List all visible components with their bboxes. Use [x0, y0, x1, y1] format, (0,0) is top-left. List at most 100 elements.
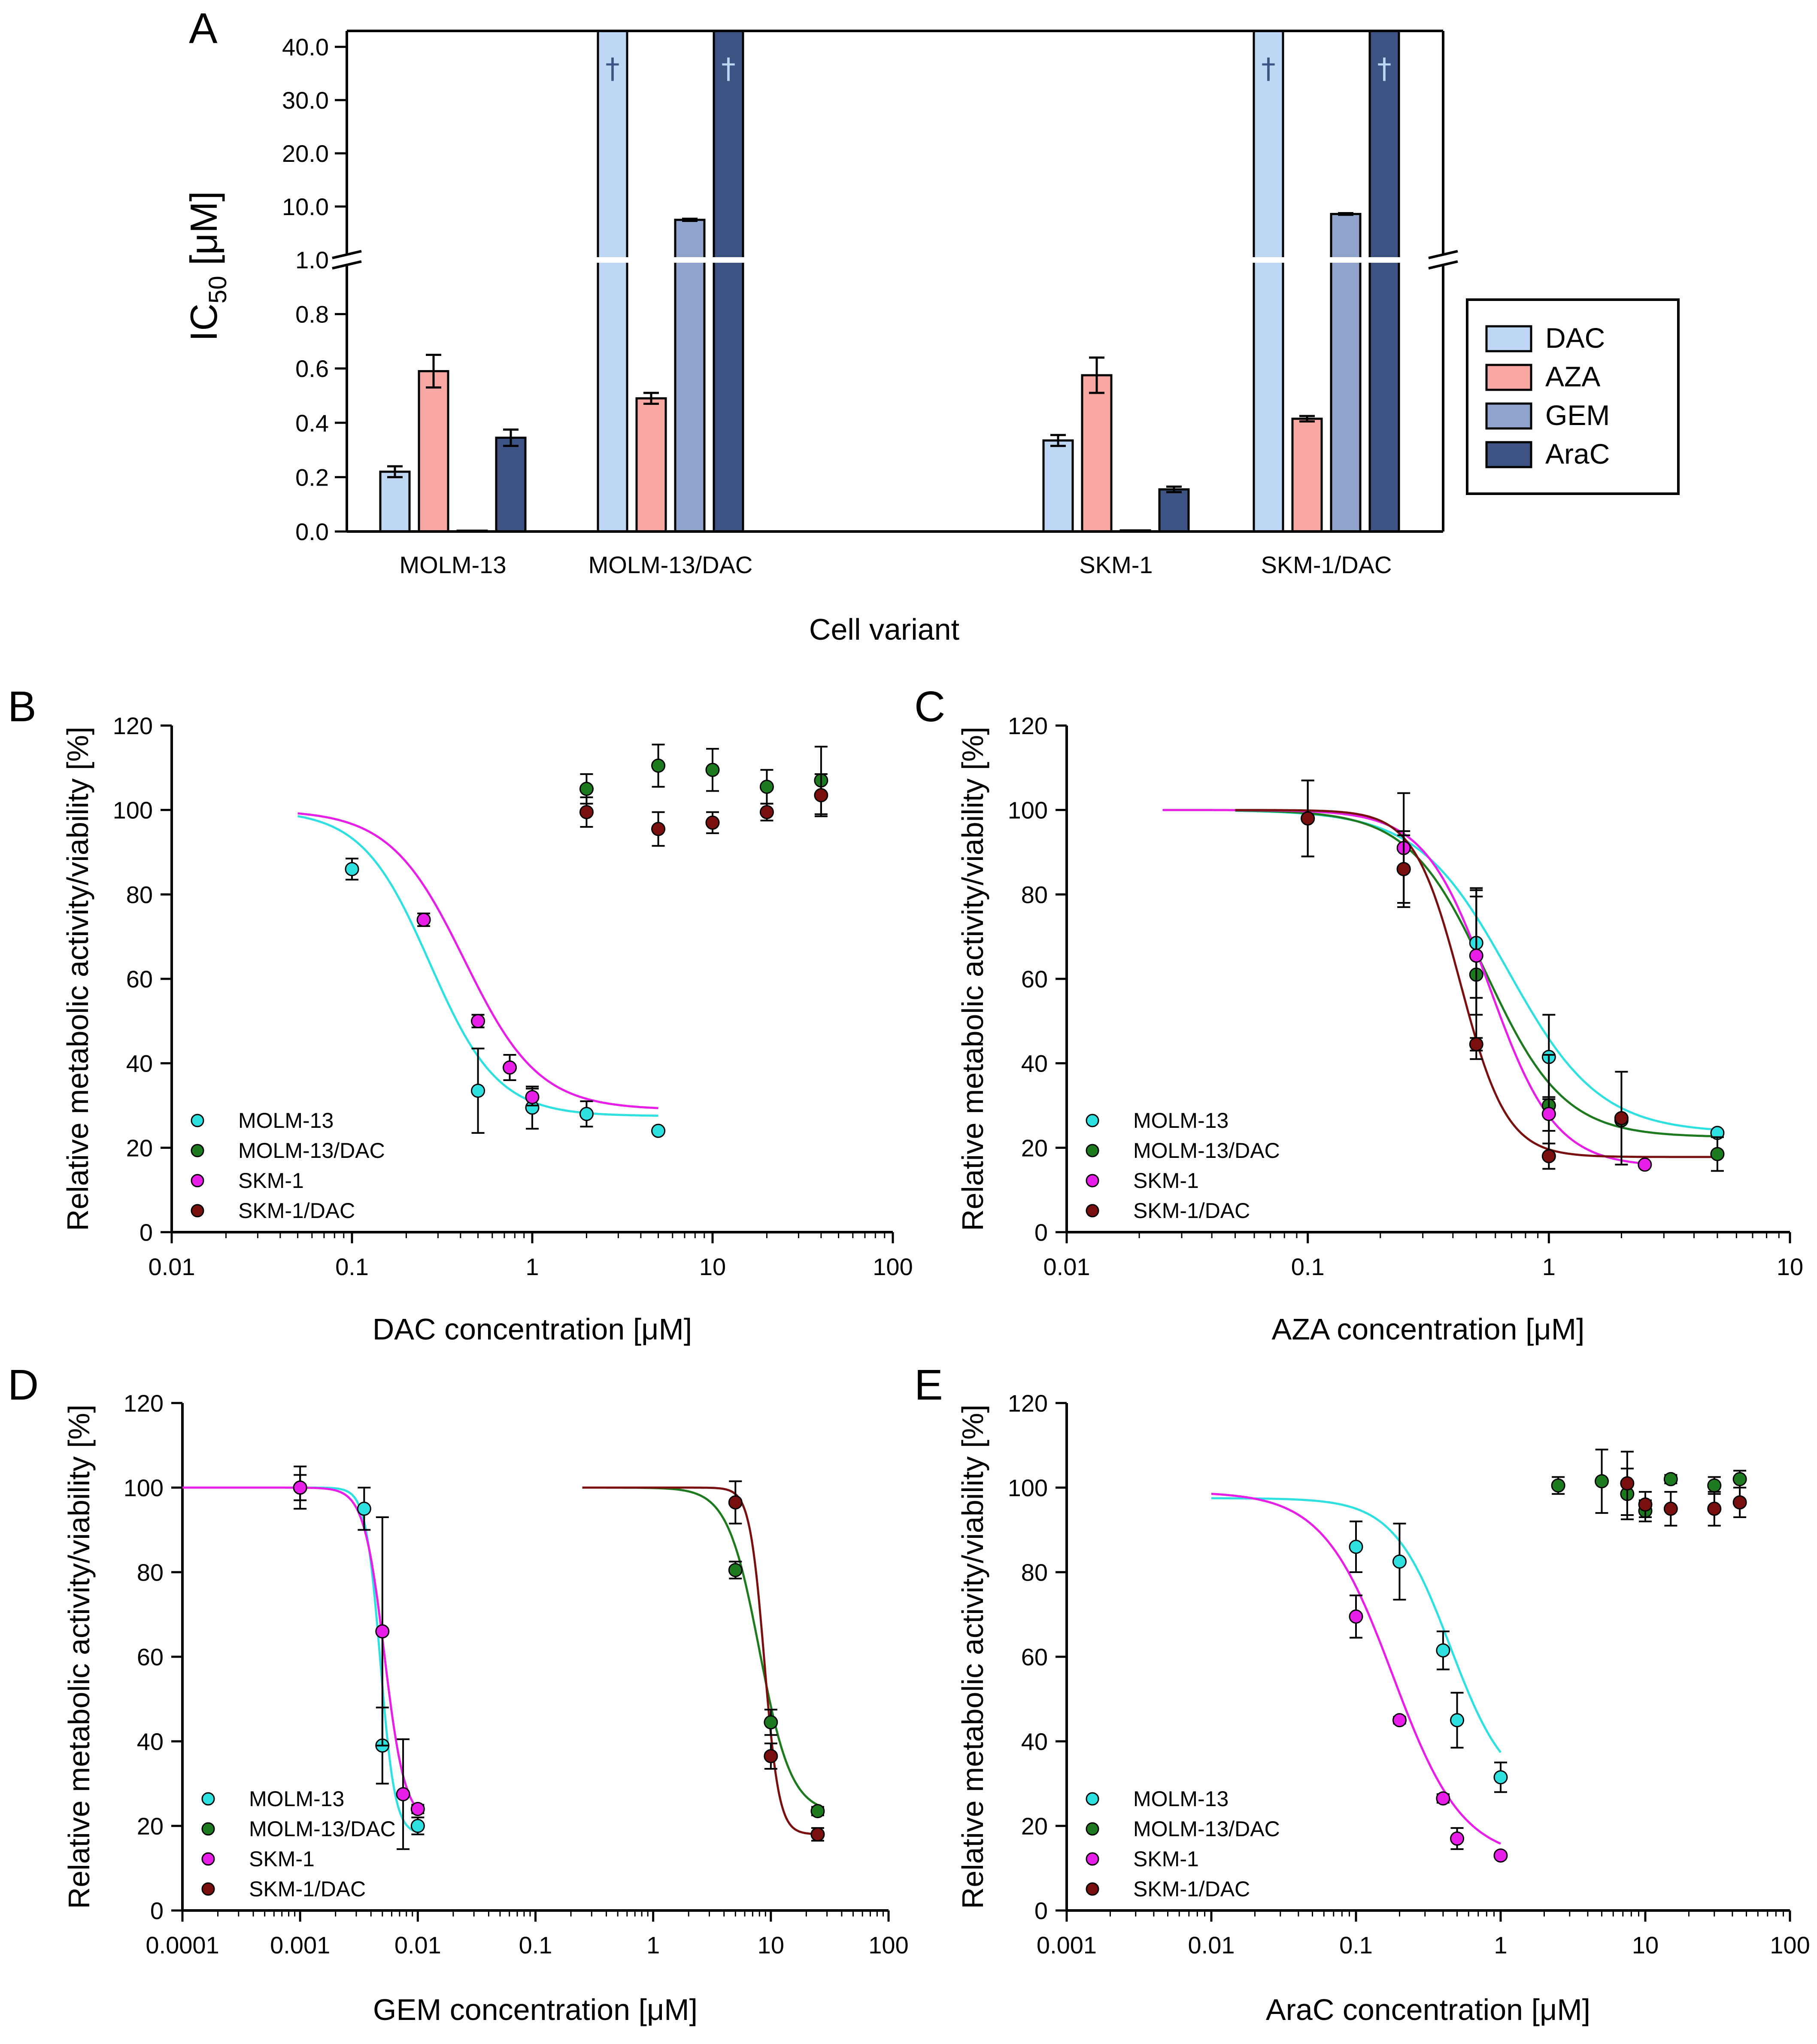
data-point-skm-1-dac [728, 1495, 743, 1509]
x-tick-label: 10 [699, 1253, 726, 1280]
x-tick-label: 1 [1542, 1253, 1556, 1280]
x-tick-label: 0.1 [519, 1932, 552, 1959]
y-tick-label: 0 [150, 1897, 164, 1924]
legend-marker-skm-1 [191, 1174, 204, 1188]
legend-label-molm-13-dac: MOLM-13/DAC [249, 1817, 396, 1841]
data-point-skm-1-dac [1638, 1497, 1653, 1512]
x-tick-label: 1 [646, 1932, 660, 1959]
legend-label-dac: DAC [1545, 322, 1605, 354]
fit-curve-skm-1-dac [582, 1486, 818, 1835]
y-tick-label: 0 [140, 1219, 153, 1246]
bar-molm-13-dac-arac-dagger: † [722, 52, 736, 85]
bar-skm-1-dac-arac-dagger: † [1377, 52, 1392, 85]
data-point-molm-13-dac [1551, 1478, 1565, 1493]
panel-e-arac-chart: E 0 20 40 60 80 100 120 0.001 0.01 0.1 1 10 100 AraC … [914, 1361, 1810, 2026]
x-tick-label: 100 [868, 1932, 908, 1959]
data-point-skm-1 [1392, 1713, 1407, 1728]
bar-molm-13-aza [418, 370, 449, 533]
x-tick-label: 10 [1777, 1253, 1803, 1280]
legend-marker-molm-13-dac [191, 1144, 204, 1157]
y-tick-label: 60 [1021, 1643, 1048, 1670]
y-tick-label: 80 [126, 881, 153, 908]
panel-d-legend: MOLM-13 MOLM-13/DAC SKM-1 SKM-1/DAC [201, 1787, 396, 1901]
data-point-skm-1-dac [1541, 1149, 1556, 1163]
y-tick-label: 0.8 [295, 301, 329, 328]
data-point-molm-13 [345, 862, 359, 876]
legend-swatch-dac [1485, 325, 1532, 352]
panel-e-fit-curves [1211, 1493, 1502, 1845]
x-tick-label: 0.01 [394, 1932, 441, 1959]
panel-e-axes: 0 20 40 60 80 100 120 0.001 0.01 0.1 1 10 100 AraC co… [956, 1390, 1810, 2026]
x-category-label-skm-1-dac: SKM-1/DAC [1261, 551, 1392, 578]
data-point-skm-1-dac [764, 1749, 778, 1763]
x-tick-label: 100 [1770, 1932, 1810, 1959]
y-tick-label: 60 [137, 1643, 164, 1670]
data-point-molm-13 [579, 1107, 594, 1121]
y-tick-label: 1.0 [295, 246, 329, 273]
data-point-molm-13-dac [1707, 1478, 1722, 1493]
y-tick-label: 120 [124, 1390, 164, 1417]
data-point-molm-13 [1349, 1540, 1363, 1554]
legend-swatch-arac [1485, 441, 1532, 468]
bar-molm-13-dac-aza [635, 397, 667, 533]
data-point-skm-1-dac [1663, 1501, 1678, 1516]
x-tick-label: 1 [525, 1253, 539, 1280]
data-point-skm-1 [1541, 1107, 1556, 1121]
data-point-skm-1 [375, 1624, 390, 1639]
data-point-molm-13-dac [810, 1804, 825, 1819]
x-tick-label: 0.001 [270, 1932, 330, 1959]
y-axis-label: Relative metabolic activity/viability [%… [61, 727, 94, 1231]
data-point-molm-13-dac [579, 782, 594, 796]
bar-skm-1-dac-dac-dagger: † [1262, 52, 1276, 85]
bar-molm-13-dac [379, 471, 411, 533]
y-tick-label: 80 [1021, 1559, 1048, 1586]
legend-label-molm-13: MOLM-13 [1133, 1787, 1229, 1811]
y-tick-label: 120 [113, 712, 153, 739]
y-axis-label: Relative metabolic activity/viability [%… [62, 1405, 96, 1909]
legend-label-molm-13: MOLM-13 [249, 1787, 344, 1811]
data-point-skm-1 [525, 1090, 540, 1104]
x-tick-label: 10 [758, 1932, 784, 1959]
legend-marker-molm-13 [1086, 1792, 1099, 1806]
panel-c-data-points [1301, 779, 1725, 1172]
legend-marker-skm-1-dac [201, 1882, 215, 1896]
y-tick-label: 10.0 [282, 193, 329, 220]
data-point-molm-13-dac [1710, 1147, 1725, 1161]
legend-marker-skm-1 [1086, 1174, 1099, 1188]
legend-marker-skm-1-dac [1086, 1204, 1099, 1218]
data-point-molm-13-dac [1732, 1472, 1747, 1486]
data-point-skm-1-dac [1396, 862, 1411, 876]
data-point-skm-1-dac [579, 805, 594, 820]
panel-c-aza-chart: C 0 20 40 60 80 100 120 0.01 0.1 1 10 AZA concentra… [914, 683, 1803, 1346]
data-point-skm-1 [503, 1060, 517, 1075]
data-point-skm-1-dac [705, 815, 720, 830]
panel-b-data-points [345, 744, 828, 1138]
bar-skm-1-arac [1158, 488, 1190, 533]
y-tick-label: 20 [1021, 1813, 1048, 1840]
y-tick-label: 0.2 [295, 464, 329, 491]
bar-molm-13-arac [495, 437, 527, 533]
y-tick-label: 100 [124, 1474, 164, 1501]
data-point-molm-13-dac [1663, 1472, 1678, 1486]
break-mark-0-b [332, 260, 362, 270]
data-point-skm-1 [471, 1014, 485, 1028]
panel-b-dac-chart: B 0 20 40 60 80 100 120 0.01 0.1 1 10 100 DAC concen… [8, 683, 913, 1346]
y-tick-label: 100 [1008, 1474, 1048, 1501]
y-tick-label: 0 [1034, 1897, 1048, 1924]
legend-swatch-gem [1485, 402, 1532, 430]
data-point-molm-13 [471, 1084, 485, 1098]
bar-molm-13-dac-dac [597, 30, 628, 533]
panel-e-legend: MOLM-13 MOLM-13/DAC SKM-1 SKM-1/DAC [1086, 1787, 1280, 1901]
data-point-skm-1 [1436, 1791, 1450, 1806]
data-point-skm-1-dac [1620, 1476, 1635, 1491]
bar-skm-1-dac [1042, 439, 1074, 533]
panel-e-data-points [1349, 1449, 1747, 1863]
legend-marker-skm-1 [201, 1852, 215, 1866]
data-point-molm-13 [1450, 1713, 1465, 1728]
panel-a-bar-chart: A † † † † 0.0 0.2 0.4 0.6 0.8 1.0 10.0 20.0 30.0 40.… [182, 4, 1680, 646]
legend-label-molm-13-dac: MOLM-13/DAC [1133, 1817, 1280, 1841]
x-axis-label: AZA concentration [μM] [1272, 1312, 1585, 1346]
data-point-molm-13-dac [728, 1563, 743, 1577]
bar-molm-13-dac-dac-dagger: † [606, 52, 620, 85]
y-tick-label: 0 [1034, 1219, 1048, 1246]
